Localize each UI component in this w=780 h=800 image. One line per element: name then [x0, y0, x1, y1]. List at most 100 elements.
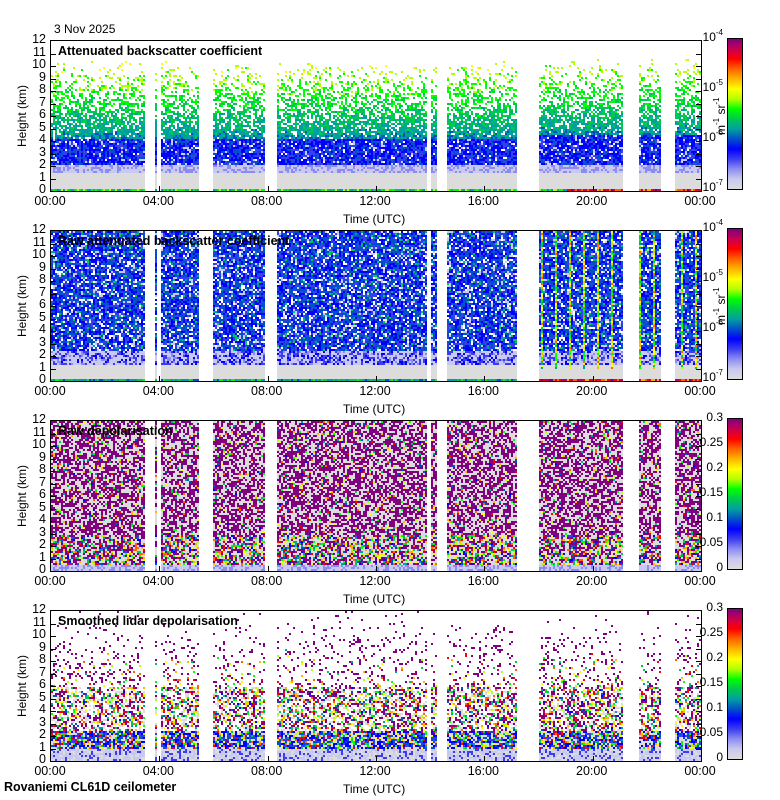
y-tick-mark: [696, 636, 701, 637]
panel-title: Raw depolarisation: [58, 424, 173, 438]
y-tick-mark: [51, 78, 56, 80]
y-tick-label: 8: [39, 462, 46, 476]
x-tick-label: 08:00: [251, 764, 283, 778]
y-tick-label: 0: [39, 372, 46, 386]
y-tick-label: 12: [32, 32, 46, 46]
y-tick-mark: [51, 736, 56, 737]
y-tick-label: 4: [39, 132, 46, 146]
colorbar: [727, 228, 743, 380]
y-tick-label: 11: [33, 44, 46, 59]
x-tick-label: 00:00: [34, 384, 66, 398]
y-tick-label: 2: [39, 347, 46, 361]
panel-backscatter: Attenuated backscatter coefficient 0 1 2 3 4 5…: [0, 28, 780, 230]
y-tick-label: 4: [39, 512, 46, 526]
y-tick-mark: [51, 711, 56, 712]
y-tick-mark: [51, 508, 56, 510]
y-axis-label: Height (km): [15, 465, 29, 528]
y-tick-mark: [696, 306, 701, 307]
x-tick-mark: [592, 756, 594, 761]
y-tick-mark: [696, 673, 701, 675]
y-tick-mark: [51, 343, 56, 345]
y-tick-mark: [51, 446, 56, 447]
y-tick-mark: [696, 496, 701, 497]
x-tick-label: 16:00: [467, 384, 499, 398]
x-tick-label: 04:00: [142, 574, 174, 588]
x-tick-label: 04:00: [142, 764, 174, 778]
y-tick-mark: [696, 623, 701, 625]
panel-raw-backscatter: Raw attenuated backscatter coefficient 0 1…: [0, 218, 780, 420]
plot-area: Smoothed lidar depolarisation: [50, 610, 702, 762]
y-tick-mark: [696, 66, 701, 67]
heatmap-image: [51, 421, 701, 571]
y-tick-label: 11: [33, 234, 46, 249]
x-tick-label: 00:00: [684, 574, 716, 588]
y-tick-label: 10: [32, 627, 46, 641]
x-tick-label: 04:00: [142, 384, 174, 398]
colorbar-tick-label: 0.3: [706, 600, 723, 614]
y-tick-label: 5: [39, 499, 46, 514]
y-tick-label: 3: [39, 144, 46, 159]
x-tick-label: 20:00: [576, 574, 608, 588]
y-tick-mark: [696, 433, 701, 435]
x-tick-mark: [484, 566, 486, 571]
y-tick-mark: [51, 178, 56, 180]
x-tick-label: 08:00: [251, 194, 283, 208]
y-tick-mark: [696, 356, 701, 357]
y-tick-mark: [696, 103, 701, 105]
x-axis-label: Time (UTC): [343, 212, 406, 226]
y-tick-mark: [51, 103, 56, 105]
y-tick-mark: [51, 306, 56, 307]
y-tick-label: 9: [39, 639, 46, 654]
x-tick-mark: [376, 376, 377, 381]
y-axis-label: Height (km): [15, 85, 29, 148]
y-tick-mark: [51, 748, 56, 750]
colorbar-tick-label: 0.2: [706, 650, 723, 664]
y-tick-label: 11: [33, 424, 46, 439]
y-tick-mark: [51, 256, 56, 257]
y-tick-label: 10: [32, 57, 46, 71]
y-tick-label: 9: [39, 449, 46, 464]
y-tick-mark: [51, 458, 56, 460]
y-tick-label: 5: [39, 689, 46, 704]
y-tick-mark: [696, 268, 701, 270]
y-tick-mark: [696, 736, 701, 737]
y-tick-mark: [51, 636, 56, 637]
y-tick-label: 3: [39, 524, 46, 539]
y-tick-label: 7: [39, 284, 46, 299]
y-tick-mark: [51, 91, 56, 92]
y-tick-mark: [51, 128, 56, 130]
x-tick-label: 12:00: [359, 764, 391, 778]
y-tick-mark: [696, 648, 701, 650]
colorbar-unit-label: m-1 sr-1: [712, 97, 728, 135]
y-tick-mark: [696, 78, 701, 80]
colorbar-tick-label: 0: [716, 560, 723, 574]
y-tick-label: 10: [32, 437, 46, 451]
colorbar-tick-label: 0.25: [699, 625, 723, 639]
colorbar-tick-label: 0.25: [699, 435, 723, 449]
y-tick-label: 2: [39, 727, 46, 741]
y-tick-label: 1: [39, 169, 46, 184]
x-tick-mark: [267, 186, 269, 191]
colorbar-tick-label: 10-5: [702, 268, 723, 284]
colorbar: [727, 418, 743, 570]
plot-area: Raw depolarisation: [50, 420, 702, 572]
y-tick-mark: [696, 91, 701, 92]
x-tick-mark: [267, 756, 269, 761]
y-tick-label: 6: [39, 297, 46, 311]
x-tick-mark: [484, 376, 486, 381]
y-tick-label: 6: [39, 677, 46, 691]
y-tick-mark: [696, 293, 701, 295]
y-tick-mark: [696, 153, 701, 155]
colorbar-tick-label: 0: [716, 750, 723, 764]
x-tick-label: 20:00: [576, 194, 608, 208]
colorbar-tick-label: 0.05: [699, 535, 723, 549]
y-tick-label: 0: [39, 562, 46, 576]
y-tick-label: 3: [39, 334, 46, 349]
colorbar-tick-label: 0.1: [706, 510, 723, 524]
x-tick-mark: [267, 376, 269, 381]
colorbar-tick-label: 10-7: [702, 368, 723, 384]
y-tick-label: 4: [39, 322, 46, 336]
y-tick-label: 1: [39, 739, 46, 754]
colorbar-unit-label: m-1 sr-1: [712, 287, 728, 325]
x-tick-label: 00:00: [34, 194, 66, 208]
